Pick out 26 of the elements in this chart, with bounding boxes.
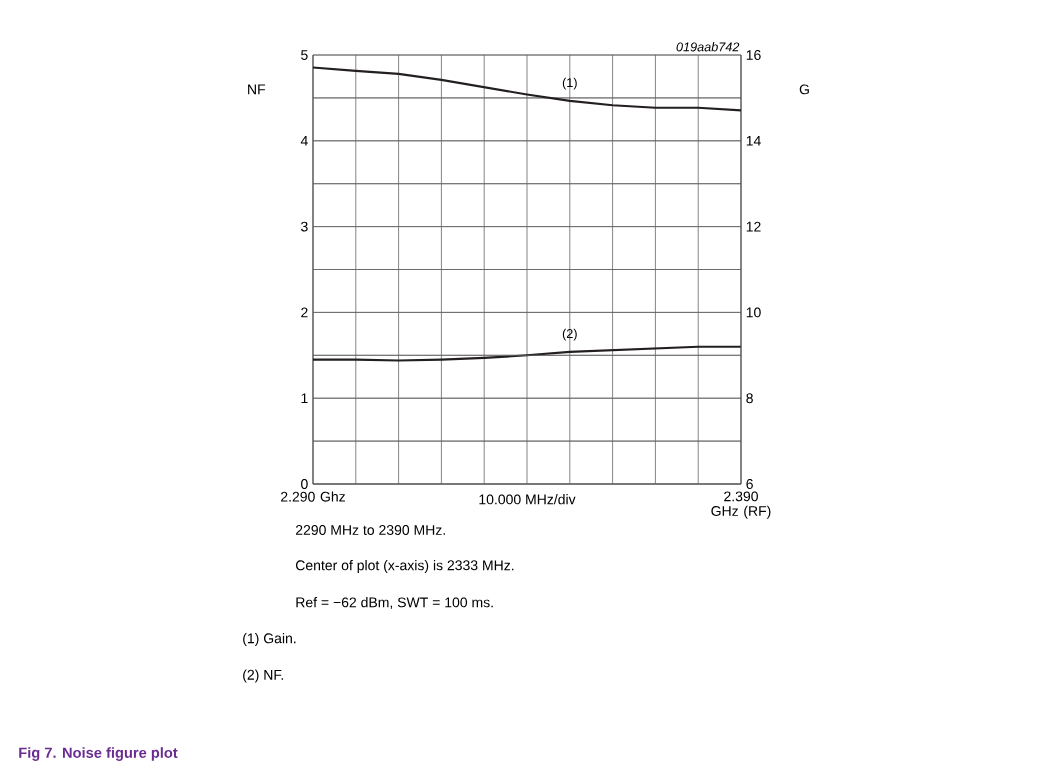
- text: Ref = −62 dBm, SWT = 100 ms.: [296, 597, 493, 609]
- y2-tick-label: 6: [746, 479, 753, 489]
- y-axis-title: NF: [248, 84, 266, 95]
- text: 019aab742: [676, 42, 740, 52]
- y-tick-label: 2: [301, 307, 308, 318]
- series-label: (1): [562, 77, 577, 90]
- y-tick-label: 3: [301, 221, 308, 232]
- y-tick-label: 0: [301, 479, 308, 489]
- y-tick-label: 5: [301, 50, 308, 60]
- x-tick-label: 2.290 Ghz: [281, 491, 345, 502]
- text: (1) Gain.: [243, 632, 296, 647]
- y2-tick-label: 12: [746, 221, 761, 232]
- y2-tick-label: 10: [746, 307, 761, 318]
- y2-tick-label: 8: [746, 393, 753, 404]
- text: (2) NF.: [243, 669, 283, 683]
- series-label: (2): [562, 328, 577, 341]
- y2-axis-title: G: [799, 84, 809, 95]
- y-tick-label: 4: [300, 136, 308, 146]
- text: Fig 7. Noise figure plot: [19, 747, 178, 761]
- x-tick-label: 2.390 GHz (RF): [711, 491, 771, 519]
- y2-tick-label: 14: [746, 136, 761, 146]
- y-tick-label: 1: [301, 393, 308, 404]
- text: 2290 MHz to 2390 MHz.: [295, 525, 445, 535]
- x-axis-title: 10.000 MHz/div: [479, 494, 576, 505]
- text: Center of plot (x-axis) is 2333 MHz.: [295, 559, 514, 574]
- y2-tick-label: 16: [746, 50, 761, 60]
